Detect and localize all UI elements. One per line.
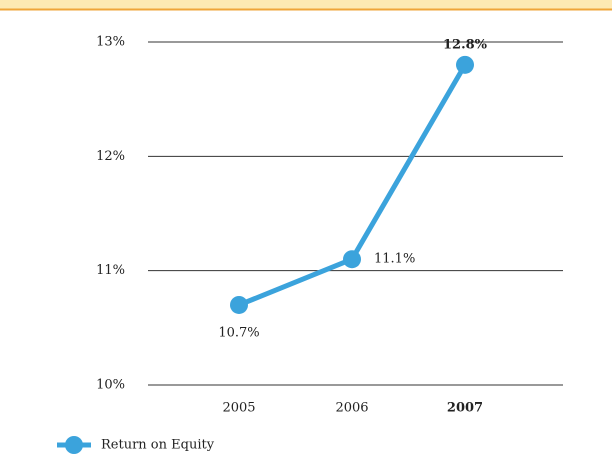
top-band [0,0,612,9]
x-tick-label: 2007 [447,401,483,416]
x-tick-label: 2005 [222,401,255,416]
y-tick-label: 13% [96,35,125,50]
data-label: 12.8% [443,37,488,52]
legend-label: Return on Equity [101,438,215,453]
series-line [238,63,468,308]
data-label: 11.1% [374,252,415,267]
point [230,295,248,314]
point [343,250,361,269]
y-tick-label: 11% [96,263,125,278]
data-label: 10.7% [218,325,259,340]
y-tick-label: 12% [96,149,125,164]
point [456,55,474,74]
legend-marker [65,436,83,454]
y-tick-label: 10% [96,378,125,393]
x-tick-label: 2006 [335,401,368,416]
